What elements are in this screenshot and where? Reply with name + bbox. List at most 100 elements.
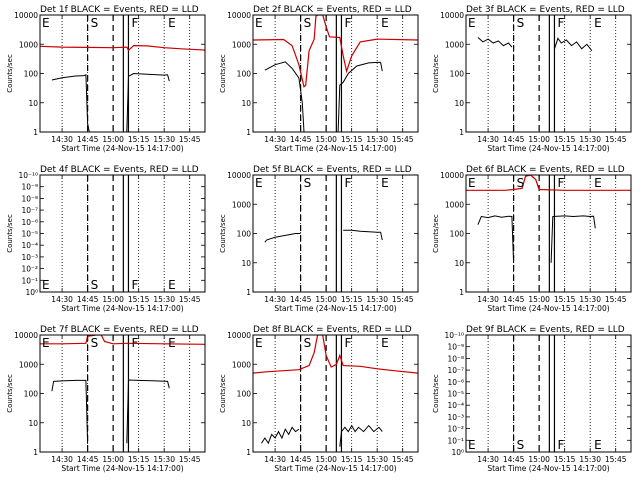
y-tick-label: 1 (246, 448, 251, 457)
plot-frame (252, 14, 419, 133)
x-tick-label: 15:45 (605, 455, 627, 464)
x-tick-label: 15:15 (341, 295, 363, 304)
y-tick-label: 100 (24, 390, 39, 399)
event-marker-f: F (557, 16, 564, 30)
y-tick-label: 10000 (14, 331, 38, 340)
event-marker-e: E (255, 336, 263, 350)
x-tick-label: 15:30 (366, 135, 388, 144)
x-tick-label: 15:00 (315, 135, 337, 144)
panel-series (264, 229, 383, 243)
x-tick-label: 14:45 (290, 455, 312, 464)
x-tick-label: 15:00 (315, 455, 337, 464)
y-tick-label: 1 (246, 288, 251, 297)
series-line-events (477, 215, 515, 263)
x-tick-label: 15:30 (366, 455, 388, 464)
series-line-events (343, 229, 383, 241)
event-marker-f: F (131, 336, 138, 350)
plot-frame (252, 174, 419, 293)
y-tick-label: 10⁻⁷ (447, 366, 464, 375)
x-axis-label: Start Time (24-Nov-15 14:17:00) (274, 304, 396, 313)
x-tick-label: 14:30 (51, 455, 73, 464)
series-line-events (261, 426, 300, 445)
y-tick-label: 10000 (227, 11, 251, 20)
event-marker-e: E (381, 336, 389, 350)
y-axis-label: Counts/sec (219, 54, 227, 93)
y-tick-label: 10 (454, 259, 464, 268)
event-marker-s: S (517, 176, 525, 190)
x-tick-label: 14:30 (477, 135, 499, 144)
panel-det-7f: Det 7f BLACK = Events, RED = LLD 1 10 100 10… (6, 325, 206, 473)
x-tick-label: 15:00 (102, 295, 124, 304)
y-tick-label: 1000 (445, 200, 464, 209)
x-axis-label: Start Time (24-Nov-15 14:17:00) (61, 144, 183, 153)
y-tick-label: 10⁰ (451, 448, 464, 457)
event-marker-s: S (91, 16, 99, 30)
event-marker-f: F (557, 438, 564, 452)
y-axis-label: Counts/sec (6, 54, 14, 93)
event-marker-f: F (344, 336, 351, 350)
panel-det-3f: Det 3f BLACK = Events, RED = LLD 1 10 100 10… (432, 5, 632, 153)
x-tick-label: 14:45 (290, 295, 312, 304)
x-tick-label: 14:45 (503, 455, 525, 464)
y-tick-label: 10000 (440, 171, 464, 180)
x-tick-label: 14:30 (264, 135, 286, 144)
x-tick-label: 15:15 (341, 455, 363, 464)
y-tick-label: 10 (28, 99, 38, 108)
x-tick-label: 15:45 (392, 135, 414, 144)
panel-title: Det 2f BLACK = Events, RED = LLD (253, 5, 412, 15)
y-tick-label: 10 (454, 99, 464, 108)
event-marker-s: S (304, 176, 312, 190)
event-marker-e: E (255, 176, 263, 190)
event-marker-e: E (168, 16, 176, 30)
x-tick-label: 15:00 (528, 295, 550, 304)
x-tick-label: 15:45 (179, 455, 201, 464)
x-tick-label: 15:30 (579, 135, 601, 144)
x-tick-label: 15:15 (341, 135, 363, 144)
x-tick-label: 15:15 (554, 135, 576, 144)
panel-title: Det 7f BLACK = Events, RED = LLD (40, 325, 199, 335)
x-axis-label: Start Time (24-Nov-15 14:17:00) (487, 464, 609, 473)
panel-series (253, 15, 418, 132)
y-tick-label: 10000 (227, 171, 251, 180)
plot-frame (465, 334, 632, 453)
series-line-events (339, 424, 383, 447)
series-line-events (51, 379, 89, 444)
y-axis-label: Counts/sec (6, 214, 14, 253)
event-marker-e: E (381, 16, 389, 30)
y-tick-label: 10 (241, 419, 251, 428)
series-line-lld (253, 335, 418, 374)
x-tick-label: 15:30 (579, 455, 601, 464)
series-line-lld (253, 15, 418, 88)
x-tick-label: 15:00 (102, 135, 124, 144)
panel-series (466, 175, 631, 263)
y-axis-label: Counts/sec (432, 54, 440, 93)
y-tick-label: 10⁰ (25, 288, 38, 297)
x-tick-label: 14:30 (264, 295, 286, 304)
y-tick-label: 1 (459, 128, 464, 137)
y-tick-label: 10⁻⁵ (447, 390, 464, 399)
x-axis-label: Start Time (24-Nov-15 14:17:00) (274, 144, 396, 153)
x-tick-label: 14:30 (477, 455, 499, 464)
panel-series (477, 37, 593, 52)
x-tick-label: 14:45 (77, 295, 99, 304)
x-tick-label: 15:45 (605, 135, 627, 144)
y-tick-label: 10⁻⁸ (447, 354, 464, 363)
y-tick-label: 1000 (232, 360, 251, 369)
x-tick-label: 15:30 (153, 135, 175, 144)
y-tick-label: 10⁻³ (447, 413, 464, 422)
panel-series (40, 44, 205, 132)
x-tick-label: 14:45 (77, 455, 99, 464)
y-tick-label: 100 (237, 230, 252, 239)
event-marker-e: E (468, 176, 476, 190)
event-marker-f: F (344, 176, 351, 190)
y-tick-label: 100 (24, 70, 39, 79)
x-tick-label: 14:45 (503, 295, 525, 304)
y-tick-label: 10⁻⁴ (21, 241, 38, 250)
x-tick-label: 15:45 (179, 135, 201, 144)
y-tick-label: 10⁻¹ (447, 436, 464, 445)
series-line-events (126, 72, 170, 132)
event-marker-s: S (91, 336, 99, 350)
event-marker-e: E (168, 278, 176, 292)
panel-series (40, 335, 205, 444)
